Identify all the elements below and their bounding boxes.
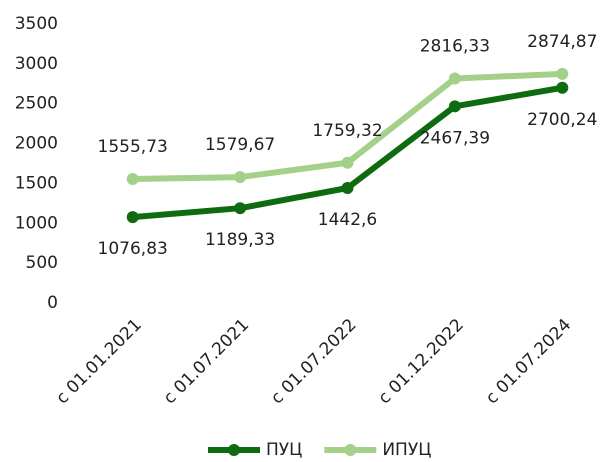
y-tick-label: 500 — [26, 253, 58, 273]
data-label: 1555,73 — [98, 137, 168, 157]
point — [556, 67, 569, 80]
point — [448, 100, 461, 113]
point — [341, 182, 354, 195]
series-line — [132, 84, 563, 221]
data-label: 2816,33 — [420, 36, 490, 56]
point — [126, 172, 139, 185]
y-tick-label: 1500 — [15, 173, 58, 193]
data-label: 1442,6 — [318, 210, 377, 230]
data-label: 2700,24 — [527, 110, 597, 130]
x-tick-label: с 01.07.2021 — [160, 315, 253, 408]
data-label: 2874,87 — [527, 32, 597, 52]
point — [126, 211, 139, 224]
data-label: 2467,39 — [420, 128, 490, 148]
point — [234, 202, 247, 215]
point — [234, 171, 247, 184]
x-tick-label: с 01.07.2022 — [267, 315, 360, 408]
x-tick-label: с 01.12.2022 — [375, 315, 468, 408]
data-label: 1076,83 — [98, 239, 168, 259]
data-label: 1189,33 — [205, 230, 275, 250]
y-tick-label: 2000 — [15, 134, 58, 154]
data-label: 1579,67 — [205, 135, 275, 155]
legend-label: ИПУЦ — [382, 440, 431, 460]
legend-label: ПУЦ — [266, 440, 302, 460]
y-tick-label: 0 — [47, 293, 58, 313]
legend-marker — [228, 444, 240, 456]
point — [556, 81, 569, 94]
point — [341, 156, 354, 169]
legend-marker — [344, 444, 357, 456]
y-tick-label: 3500 — [15, 14, 58, 34]
y-tick-label: 3000 — [15, 54, 58, 74]
point — [448, 72, 461, 85]
data-label: 1759,32 — [312, 121, 382, 141]
y-tick-label: 2500 — [15, 94, 58, 114]
x-tick-label: с 01.01.2021 — [52, 315, 145, 408]
y-tick-label: 1000 — [15, 213, 58, 233]
x-tick-label: с 01.07.2024 — [482, 315, 575, 408]
